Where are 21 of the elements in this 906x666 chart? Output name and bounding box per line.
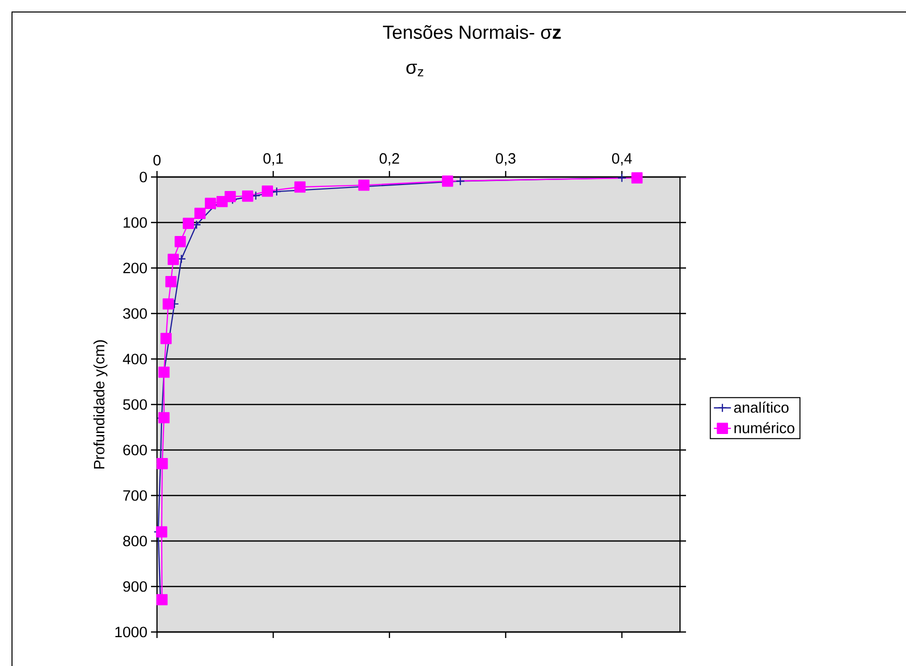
legend-label: analítico xyxy=(734,402,789,413)
y-tick-label: 600 xyxy=(123,444,147,456)
y-tick-label: 200 xyxy=(123,262,147,274)
y-tick-label: 500 xyxy=(123,399,147,410)
x-tick-label: 0 xyxy=(153,154,161,166)
y-tick-label: 900 xyxy=(123,581,147,592)
chart-title: Tensões Normais- σz xyxy=(382,25,561,39)
x-tick-label: 0,2 xyxy=(380,153,400,166)
y-tick-label: 800 xyxy=(123,536,147,546)
y-tick-label: 0 xyxy=(140,172,147,182)
y-tick-label: 700 xyxy=(123,490,147,501)
x-tick-label: 0,4 xyxy=(612,153,632,166)
x-tick-label: 0,1 xyxy=(263,153,283,166)
legend-label: numérico xyxy=(734,422,794,434)
x-axis-title: σ$_{z}$ xyxy=(406,64,424,76)
y-tick-label: 1000 xyxy=(115,626,147,638)
y-axis-title: Profundidade y(cm) xyxy=(93,340,108,468)
y-tick-label: 300 xyxy=(123,308,147,319)
x-tick-label: 0,3 xyxy=(496,153,516,166)
y-tick-label: 100 xyxy=(124,217,147,228)
y-tick-label: 400 xyxy=(122,354,147,364)
